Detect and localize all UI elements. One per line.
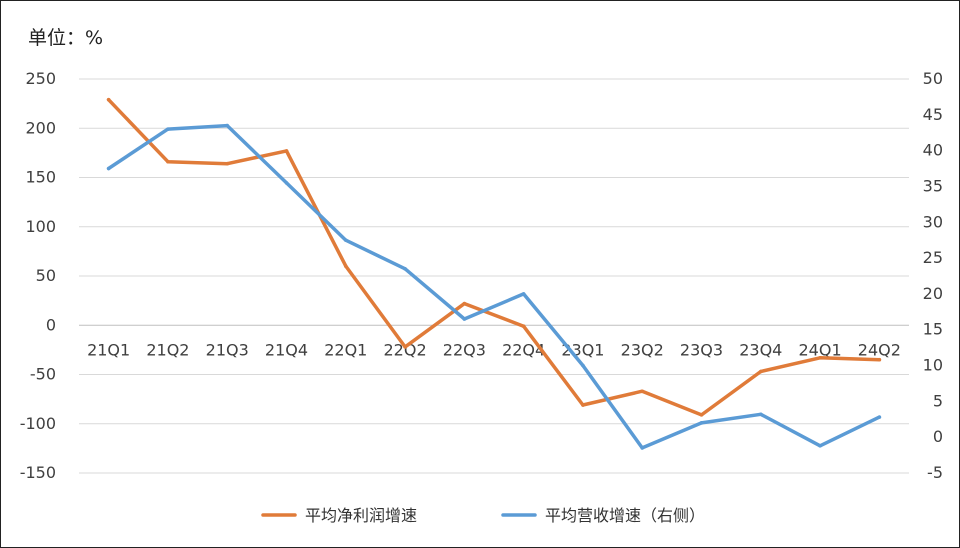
data-point [343, 264, 348, 268]
right-tick-label: 10 [923, 356, 943, 375]
left-tick-label: -50 [30, 365, 56, 384]
right-tick-label: 15 [923, 320, 943, 339]
category-label: 21Q4 [265, 340, 308, 359]
data-point [877, 357, 882, 362]
left-tick-label: 0 [46, 315, 56, 334]
category-axis: 21Q1 21Q2 21Q3 21Q4 22Q1 22Q2 22Q3 22Q4 23Q1 23Q2… [87, 340, 901, 359]
category-label: 21Q1 [87, 340, 130, 359]
data-point [106, 166, 111, 171]
data-point [818, 443, 822, 448]
data-point [581, 363, 585, 368]
unit-label: 单位：% [28, 27, 104, 49]
right-tick-label: 25 [923, 248, 943, 267]
right-tick-label: 50 [923, 69, 943, 88]
series-line [106, 97, 882, 417]
data-point [640, 446, 645, 450]
category-label: 24Q1 [799, 340, 842, 359]
category-label: 23Q4 [739, 340, 782, 359]
category-label: 23Q2 [621, 340, 664, 359]
data-point [758, 369, 763, 374]
data-point [166, 159, 170, 164]
right-tick-label: 40 [923, 141, 943, 160]
left-tick-label: 200 [25, 118, 56, 137]
right-tick-label: 5 [933, 391, 943, 410]
right-tick-label: 0 [933, 427, 943, 446]
category-label: 22Q4 [502, 340, 545, 359]
legend: 平均净利润增速 平均营收增速（右侧） [261, 506, 705, 525]
data-point [818, 355, 822, 360]
right-tick-label: 45 [923, 105, 943, 124]
gridlines [79, 78, 909, 474]
data-point [225, 161, 230, 166]
category-label: 22Q2 [384, 340, 427, 359]
right-tick-label: 35 [923, 176, 943, 195]
data-point [640, 389, 645, 394]
category-label: 21Q2 [146, 340, 189, 359]
category-label: 23Q3 [680, 340, 723, 359]
data-point [521, 324, 526, 329]
data-point [699, 421, 704, 425]
data-point [225, 123, 230, 128]
data-point [343, 238, 348, 242]
data-point [284, 149, 289, 153]
left-axis: 250 200 150 100 50 0 -50 -100 -150 [20, 69, 56, 482]
data-point [403, 267, 407, 271]
data-point [166, 127, 170, 131]
data-point [403, 345, 407, 349]
category-label: 22Q1 [324, 340, 367, 359]
left-tick-label: 100 [25, 217, 56, 236]
series-lines [106, 97, 882, 450]
data-point [581, 403, 585, 407]
left-tick-label: 50 [36, 266, 56, 285]
data-point [462, 301, 467, 306]
series-line [106, 123, 882, 450]
left-tick-label: -150 [20, 463, 56, 482]
data-point [106, 97, 111, 102]
data-point [284, 181, 289, 185]
data-point [699, 413, 704, 417]
right-tick-label: 30 [923, 212, 943, 231]
category-label: 22Q3 [443, 340, 486, 359]
data-point [521, 292, 526, 296]
legend-label: 平均营收增速（右侧） [545, 506, 705, 525]
right-tick-label: 20 [923, 284, 943, 303]
right-tick-label: -5 [927, 463, 943, 482]
left-tick-label: 150 [25, 168, 56, 187]
category-label: 21Q3 [206, 340, 249, 359]
data-point [877, 415, 882, 419]
legend-label: 平均净利润增速 [305, 506, 417, 525]
left-tick-label: 250 [25, 69, 56, 88]
data-point [462, 317, 467, 321]
data-point [758, 412, 763, 417]
category-label: 24Q2 [858, 340, 901, 359]
left-tick-label: -100 [20, 414, 56, 433]
